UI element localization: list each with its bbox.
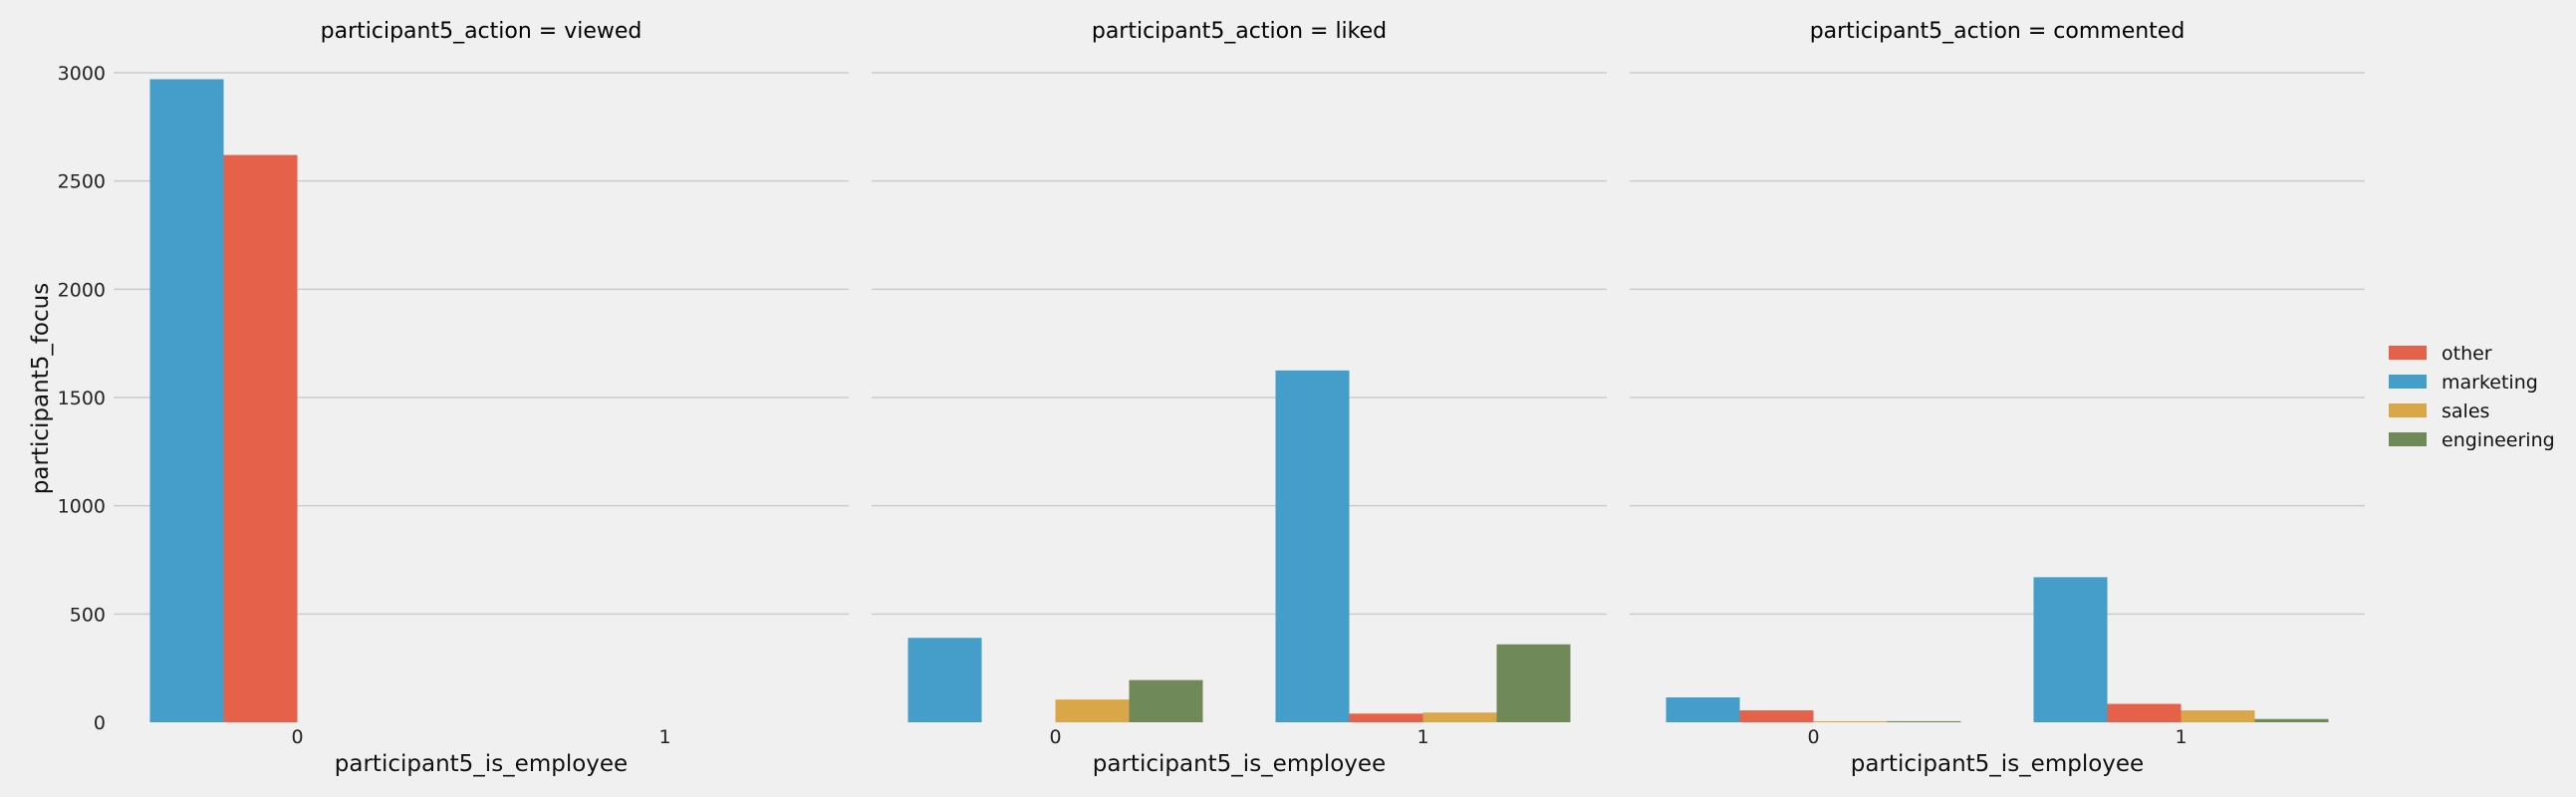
x-axis-label: participant5_is_employee xyxy=(1851,751,2144,777)
bar-marketing-1 xyxy=(2033,577,2108,722)
bar-sales-1 xyxy=(1422,712,1497,722)
x-tick-label: 1 xyxy=(2175,726,2187,748)
bar-engineering-1 xyxy=(2254,718,2329,722)
bar-marketing-0 xyxy=(907,638,982,722)
bar-marketing-0 xyxy=(149,79,224,722)
bar-other-0 xyxy=(1739,710,1814,722)
x-axis-label: participant5_is_employee xyxy=(1093,751,1386,777)
y-tick-label: 1500 xyxy=(58,388,106,409)
y-tick-label: 3000 xyxy=(58,63,106,85)
bar-engineering-0 xyxy=(1887,720,1961,722)
y-tick-label: 0 xyxy=(94,712,106,734)
facet-commented: participant5_action = commented 0 1 partici… xyxy=(1630,19,2365,777)
y-tick-label: 1000 xyxy=(58,496,106,518)
x-axis-label: participant5_is_employee xyxy=(335,751,628,777)
y-tick-label: 2500 xyxy=(58,171,106,193)
bar-sales-1 xyxy=(2181,710,2255,722)
bar-other-1 xyxy=(1349,713,1423,722)
legend-swatch-sales xyxy=(2389,403,2427,417)
facet-title: participant5_action = liked xyxy=(1092,19,1387,44)
legend-swatch-engineering xyxy=(2389,432,2427,446)
bar-marketing-1 xyxy=(1275,370,1350,722)
legend-label-other: other xyxy=(2442,343,2492,365)
y-tick-label: 2000 xyxy=(58,279,106,301)
bar-other-0 xyxy=(223,154,298,722)
x-tick-label: 0 xyxy=(1807,726,1819,748)
x-tick-label: 0 xyxy=(1049,726,1061,748)
legend-label-sales: sales xyxy=(2442,400,2489,422)
x-tick-label: 1 xyxy=(1417,726,1428,748)
bar-engineering-1 xyxy=(1496,644,1571,722)
legend: other marketing sales engineering xyxy=(2389,343,2555,451)
legend-label-engineering: engineering xyxy=(2442,429,2555,451)
x-tick-label: 1 xyxy=(658,726,670,748)
legend-swatch-marketing xyxy=(2389,375,2427,389)
legend-label-marketing: marketing xyxy=(2442,372,2538,394)
facet-title: participant5_action = commented xyxy=(1810,19,2186,44)
legend-swatch-other xyxy=(2389,346,2427,360)
y-tick-label: 500 xyxy=(70,604,106,626)
bar-engineering-0 xyxy=(1129,679,1203,722)
bar-marketing-0 xyxy=(1666,697,1740,722)
x-tick-label: 0 xyxy=(291,726,303,748)
bar-sales-0 xyxy=(1813,720,1888,722)
facet-viewed: participant5_action = viewed 0 1 participan… xyxy=(58,19,849,777)
y-axis-label: participant5_focus xyxy=(28,283,54,494)
facet-title: participant5_action = viewed xyxy=(321,19,643,44)
bar-other-1 xyxy=(2107,703,2182,722)
facet-liked: participant5_action = liked 0 1 participant… xyxy=(872,19,1607,777)
bar-sales-0 xyxy=(1055,699,1130,722)
